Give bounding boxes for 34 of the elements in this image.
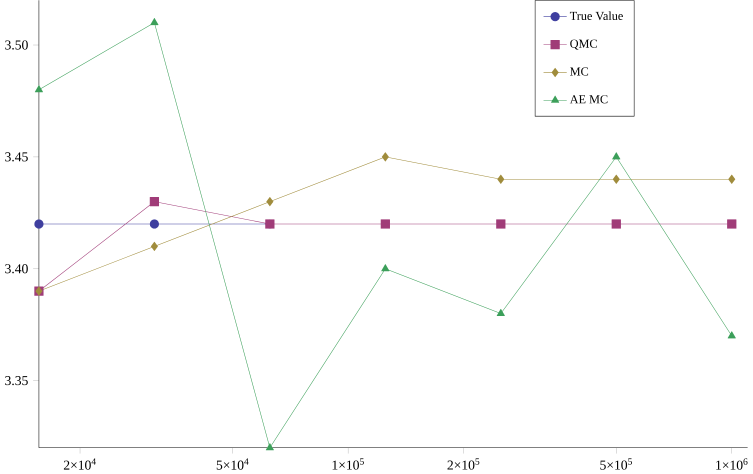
point (728, 174, 736, 184)
legend-label: AE MC (570, 95, 608, 104)
point (34, 219, 44, 229)
y-tick-label: 3.40 (5, 264, 28, 274)
point (728, 331, 736, 338)
legend-label: QMC (570, 39, 597, 50)
point (34, 85, 43, 92)
point (497, 174, 504, 184)
point (150, 219, 160, 229)
point (150, 242, 158, 251)
x-tick-label: 1×10$^{5}$ (332, 458, 364, 470)
point (382, 152, 389, 162)
point (496, 219, 506, 229)
point (150, 196, 160, 206)
point (612, 174, 620, 184)
y-tick-label: 3.50 (5, 40, 28, 50)
legend-label: True Value (570, 11, 623, 20)
x-tick-label: 1×10$^{6}$ (716, 458, 748, 470)
point (381, 264, 390, 272)
x-tick-label: 5×10$^{5}$ (600, 458, 632, 470)
point (496, 308, 505, 316)
point (612, 219, 621, 229)
x-tick-label: 2×10$^{5}$ (447, 458, 480, 470)
point (266, 196, 274, 206)
x-tick-label: 2×10$^{4}$ (64, 458, 96, 470)
y-tick-label: 3.35 (5, 376, 28, 386)
y-tick-label: 3.45 (5, 152, 28, 162)
point (150, 18, 158, 25)
point (266, 443, 274, 450)
legend-label: MC (570, 67, 588, 76)
point (612, 152, 620, 160)
x-tick-label: 5×10$^{4}$ (216, 458, 249, 470)
point (380, 219, 390, 229)
point (727, 219, 736, 229)
